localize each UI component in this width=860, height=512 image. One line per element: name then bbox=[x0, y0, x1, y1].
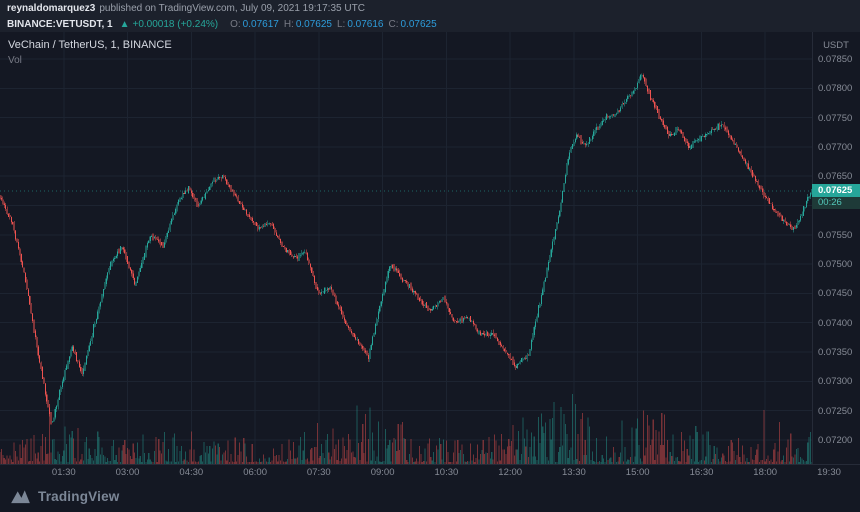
ohlc-values: O: 0.07617 H: 0.07625 L: 0.07616 C: 0.07625 bbox=[225, 19, 437, 30]
time-axis-tick: 06:00 bbox=[243, 467, 267, 478]
chart-pane[interactable]: VeChain / TetherUS, 1, BINANCE Vol USDT … bbox=[0, 32, 860, 464]
ohlc-close-label: C: bbox=[388, 19, 399, 30]
price-axis-tick: 0.07550 bbox=[818, 229, 853, 241]
publish-info: published on TradingView.com, July 09, 2… bbox=[99, 3, 365, 14]
tradingview-brand[interactable]: TradingView bbox=[38, 488, 120, 504]
legend-symbol: VeChain / TetherUS, 1, BINANCE bbox=[8, 39, 172, 51]
ohlc-open-value: 0.07617 bbox=[242, 19, 279, 30]
price-axis-tick: 0.07750 bbox=[818, 112, 853, 124]
bar-countdown: 00:26 bbox=[812, 197, 860, 209]
ohlc-low-value: 0.07616 bbox=[347, 19, 384, 30]
time-axis-tick: 15:00 bbox=[625, 467, 650, 478]
tradingview-logo-icon[interactable] bbox=[10, 489, 31, 504]
footer-bar: TradingView bbox=[0, 480, 860, 512]
price-axis-currency: USDT bbox=[823, 40, 849, 51]
time-axis-tick: 16:30 bbox=[689, 467, 714, 478]
time-axis-tick: 03:00 bbox=[115, 467, 140, 478]
time-axis-tick: 01:30 bbox=[51, 467, 76, 478]
price-axis-tick: 0.07700 bbox=[818, 141, 853, 153]
time-axis-tick: 04:30 bbox=[179, 467, 204, 478]
time-axis-tick: 18:00 bbox=[753, 467, 778, 478]
ohlc-low-label: L: bbox=[336, 19, 346, 30]
up-arrow-icon: ▲ bbox=[119, 19, 130, 30]
time-axis-tick: 19:30 bbox=[817, 467, 841, 478]
price-change-value: +0.00018 (+0.24%) bbox=[132, 19, 219, 30]
price-axis-tick: 0.07650 bbox=[818, 171, 853, 183]
time-axis-tick: 12:00 bbox=[498, 467, 523, 478]
price-axis-tick: 0.07850 bbox=[818, 53, 853, 65]
time-axis-tick: 10:30 bbox=[434, 467, 459, 478]
time-axis-tick: 13:30 bbox=[562, 467, 586, 478]
price-axis-tick: 0.07800 bbox=[818, 83, 853, 95]
legend-volume-indicator: Vol bbox=[8, 55, 22, 66]
symbol-bar: BINANCE:VETUSDT, 1 ▲ +0.00018 (+0.24%) O… bbox=[0, 17, 860, 32]
publisher-username[interactable]: reynaldomarquez3 bbox=[7, 3, 96, 14]
price-axis-tick: 0.07250 bbox=[818, 405, 853, 417]
price-axis[interactable]: USDT 0.07850 0.07800 0.07750 0.07700 0.07650… bbox=[812, 32, 860, 464]
price-axis-tick: 0.07500 bbox=[818, 259, 853, 271]
publish-bar: reynaldomarquez3 published on TradingVie… bbox=[0, 0, 860, 17]
ohlc-high-label: H: bbox=[283, 19, 294, 30]
ohlc-open-label: O: bbox=[230, 19, 241, 30]
price-change: ▲ +0.00018 (+0.24%) bbox=[120, 19, 219, 30]
price-axis-tick: 0.07350 bbox=[818, 347, 853, 359]
time-axis-tick: 07:30 bbox=[306, 467, 331, 478]
ohlc-close-value: 0.07625 bbox=[400, 19, 437, 30]
price-axis-tick: 0.07200 bbox=[818, 434, 853, 446]
last-price-value: 0.07625 bbox=[812, 184, 860, 197]
price-axis-tick: 0.07300 bbox=[818, 376, 853, 388]
time-axis-tick: 09:00 bbox=[370, 467, 395, 478]
price-axis-tick: 0.07400 bbox=[818, 317, 853, 329]
price-axis-tick: 0.07450 bbox=[818, 288, 853, 300]
ohlc-high-value: 0.07625 bbox=[295, 19, 332, 30]
time-axis[interactable]: 01:30 03:00 04:30 06:00 07:30 09:00 10:30 12:00… bbox=[0, 464, 860, 480]
candlestick-plot[interactable] bbox=[0, 32, 812, 464]
last-price-badge: 0.07625 00:26 bbox=[812, 184, 860, 209]
symbol-title: BINANCE:VETUSDT, 1 bbox=[7, 19, 113, 30]
chart-legend: VeChain / TetherUS, 1, BINANCE Vol bbox=[8, 38, 172, 68]
